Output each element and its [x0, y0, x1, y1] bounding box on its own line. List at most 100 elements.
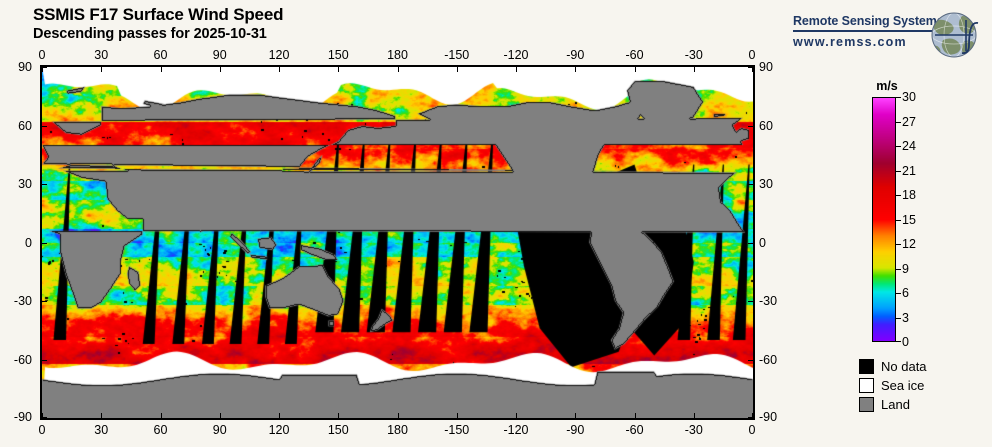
x-axis-label-top: -30: [685, 48, 703, 62]
legend-swatch: [859, 359, 874, 374]
y-axis-label: -30: [0, 294, 32, 308]
category-legend: No data Sea ice Land: [859, 357, 927, 414]
colorbar-tick-label: 3: [902, 311, 909, 325]
x-axis-tick-top: [516, 67, 517, 72]
x-axis-tick-top: [101, 67, 102, 72]
y-axis-label-right: -90: [759, 410, 777, 424]
wind-speed-raster: [42, 67, 753, 418]
x-axis-tick-top: [457, 67, 458, 72]
legend-label: No data: [881, 359, 927, 374]
y-axis-tick-right: [748, 67, 753, 68]
rss-logo[interactable]: Remote Sensing Systems www.remss.com: [793, 8, 985, 62]
x-axis-tick-top: [279, 67, 280, 72]
x-axis-label-top: 60: [154, 48, 168, 62]
x-axis-label-top: 30: [94, 48, 108, 62]
colorbar-tick-label: 0: [902, 335, 909, 349]
x-axis-label: -120: [503, 423, 528, 437]
page-title: SSMIS F17 Surface Wind Speed: [33, 5, 283, 24]
legend-item: Sea ice: [859, 376, 927, 395]
colorbar-tick: [896, 146, 901, 147]
x-axis-tick-top: [161, 67, 162, 72]
x-axis-label-top: 150: [328, 48, 349, 62]
colorbar-tick: [896, 244, 901, 245]
rss-logo-text: Remote Sensing Systems www.remss.com: [793, 14, 941, 49]
colorbar-tick-label: 27: [902, 115, 916, 129]
y-axis-tick-right: [748, 301, 753, 302]
x-axis-tick-top: [338, 67, 339, 72]
colorbar-tick: [896, 171, 901, 172]
x-axis-tick: [516, 413, 517, 418]
colorbar-tick: [896, 122, 901, 123]
x-axis-label-top: 90: [213, 48, 227, 62]
x-axis-tick: [101, 413, 102, 418]
y-axis-tick: [42, 417, 47, 418]
colorbar-tick: [896, 97, 901, 98]
rss-logo-name: Remote Sensing Systems: [793, 14, 941, 28]
x-axis-tick: [220, 413, 221, 418]
x-axis-tick-top: [635, 67, 636, 72]
y-axis-label: 30: [0, 177, 32, 191]
x-axis-label: 150: [328, 423, 349, 437]
colorbar-tick: [896, 195, 901, 196]
x-axis-label: 180: [387, 423, 408, 437]
y-axis-tick: [42, 184, 47, 185]
y-axis-label: 90: [0, 60, 32, 74]
x-axis-label: -90: [566, 423, 584, 437]
colorbar-tick-label: 24: [902, 139, 916, 153]
y-axis-label-right: -60: [759, 353, 777, 367]
colorbar-tick: [896, 293, 901, 294]
x-axis-tick-top: [398, 67, 399, 72]
x-axis-label-top: -150: [444, 48, 469, 62]
x-axis-label-top: -60: [625, 48, 643, 62]
legend-label: Land: [881, 397, 910, 412]
x-axis-tick-top: [220, 67, 221, 72]
legend-label: Sea ice: [881, 378, 924, 393]
y-axis-tick: [42, 360, 47, 361]
colorbar-tick-label: 6: [902, 286, 909, 300]
y-axis-label: 0: [0, 236, 32, 250]
colorbar-tick-label: 12: [902, 237, 916, 251]
x-axis-tick: [457, 413, 458, 418]
colorbar-tick-label: 15: [902, 213, 916, 227]
colorbar[interactable]: [872, 97, 896, 342]
y-axis-tick-right: [748, 126, 753, 127]
title-block: SSMIS F17 Surface Wind Speed Descending …: [33, 5, 283, 43]
x-axis-tick-top: [575, 67, 576, 72]
x-axis-tick: [575, 413, 576, 418]
x-axis-label-top: 180: [387, 48, 408, 62]
y-axis-tick: [42, 243, 47, 244]
x-axis-label: 120: [269, 423, 290, 437]
x-axis-tick: [161, 413, 162, 418]
x-axis-label: -60: [625, 423, 643, 437]
y-axis-tick: [42, 126, 47, 127]
y-axis-tick: [42, 67, 47, 68]
legend-item: No data: [859, 357, 927, 376]
rss-logo-url: www.remss.com: [793, 35, 941, 49]
x-axis-label-top: 120: [269, 48, 290, 62]
globe-icon: [929, 8, 983, 62]
map-plot-area[interactable]: [40, 65, 755, 420]
y-axis-label-right: 60: [759, 119, 773, 133]
colorbar-tick: [896, 220, 901, 221]
y-axis-tick-right: [748, 417, 753, 418]
colorbar-gradient: [873, 98, 895, 341]
x-axis-label: 30: [94, 423, 108, 437]
y-axis-tick-right: [748, 243, 753, 244]
x-axis-tick-top: [694, 67, 695, 72]
x-axis-tick: [694, 413, 695, 418]
x-axis-label-top: 0: [39, 48, 46, 62]
colorbar-tick-label: 9: [902, 262, 909, 276]
x-axis-label-top: 0: [749, 48, 756, 62]
colorbar-units-label: m/s: [872, 79, 902, 93]
y-axis-label: -90: [0, 410, 32, 424]
x-axis-label: -150: [444, 423, 469, 437]
y-axis-tick-right: [748, 360, 753, 361]
y-axis-label-right: -30: [759, 294, 777, 308]
y-axis-label: -60: [0, 353, 32, 367]
x-axis-label: 90: [213, 423, 227, 437]
x-axis-tick: [279, 413, 280, 418]
x-axis-label: 0: [749, 423, 756, 437]
y-axis-label-right: 30: [759, 177, 773, 191]
legend-swatch: [859, 378, 874, 393]
y-axis-label: 60: [0, 119, 32, 133]
